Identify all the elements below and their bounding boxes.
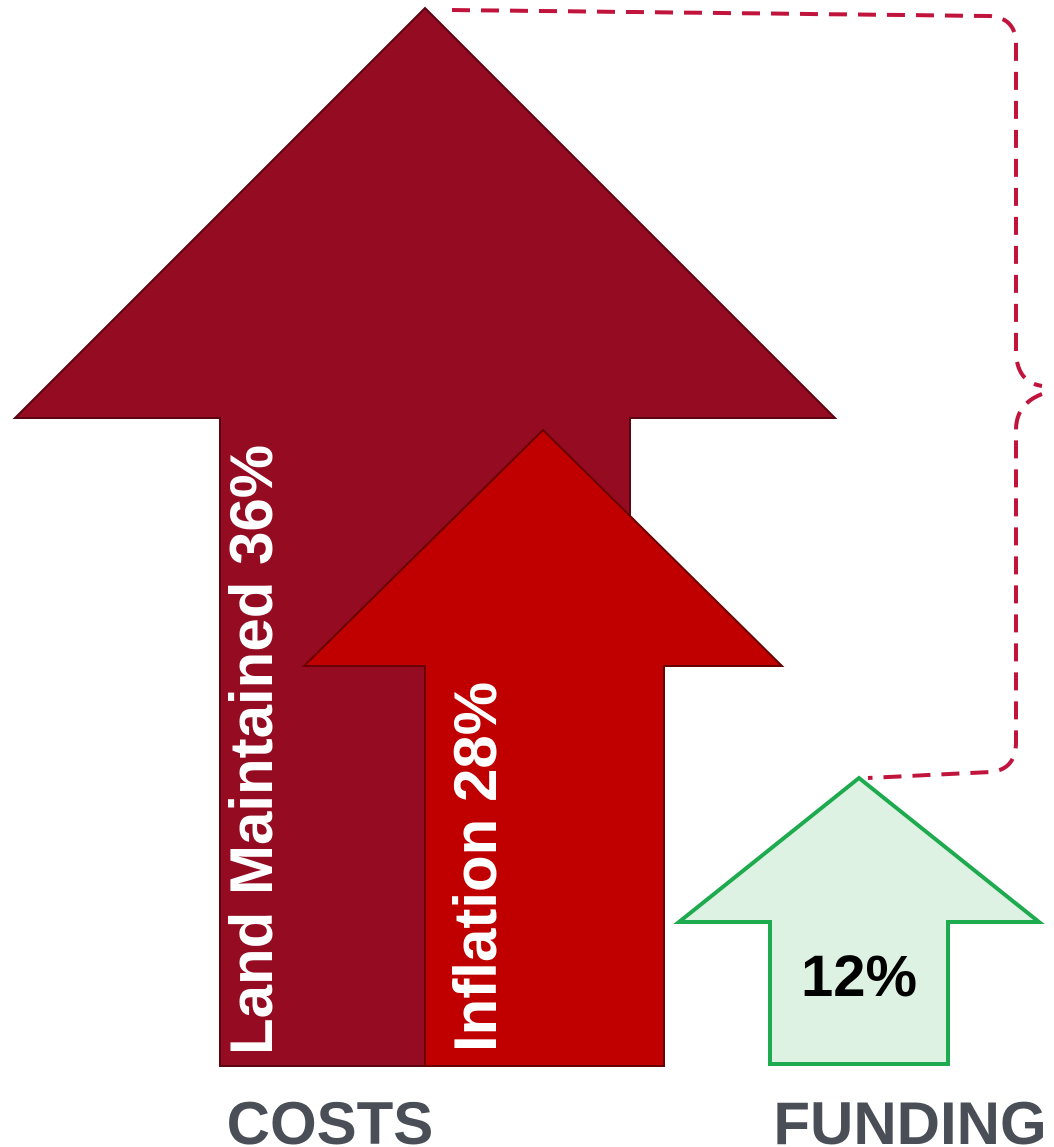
gap-bracket-connector — [451, 8, 1043, 780]
funding-arrow — [673, 775, 1045, 1066]
land-maintained-label: Land Maintained 36% — [218, 445, 285, 1055]
inflation-label: Inflation 28% — [442, 682, 509, 1052]
inflation-arrow — [301, 428, 785, 1067]
funding-percent-label: 12% — [801, 944, 917, 1009]
costs-category-label: COSTS — [227, 1090, 434, 1147]
funding-category-label: FUNDING — [773, 1090, 1046, 1147]
